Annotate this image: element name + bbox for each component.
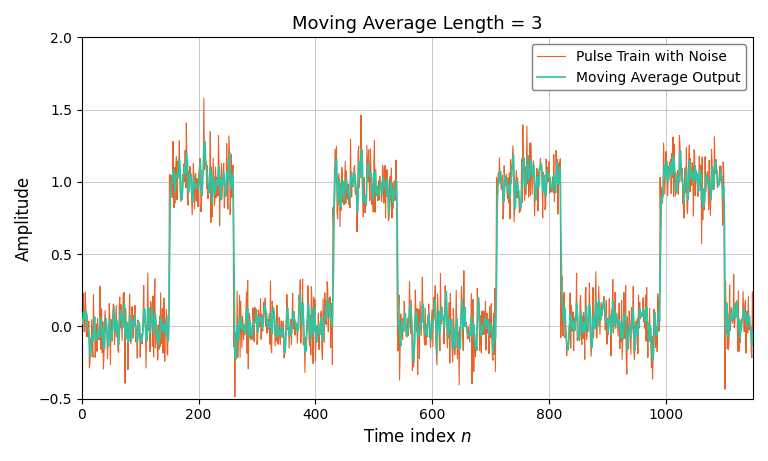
Moving Average Output xyxy=(97,325,106,331)
X-axis label: Time index $n$: Time index $n$ xyxy=(363,428,472,446)
Pulse Train with Noise xyxy=(199,95,208,101)
Moving Average Output xyxy=(200,139,210,144)
Moving Average Output xyxy=(719,186,728,192)
Moving Average Output xyxy=(243,306,253,311)
Line: Moving Average Output: Moving Average Output xyxy=(81,142,753,362)
Moving Average Output xyxy=(365,168,374,173)
Pulse Train with Noise xyxy=(748,342,757,348)
Moving Average Output xyxy=(748,329,757,334)
Pulse Train with Noise xyxy=(194,171,204,177)
Pulse Train with Noise xyxy=(243,366,253,372)
Moving Average Output xyxy=(581,322,590,327)
Title: Moving Average Length = 3: Moving Average Length = 3 xyxy=(292,15,543,33)
Moving Average Output xyxy=(409,359,419,365)
Line: Pulse Train with Noise: Pulse Train with Noise xyxy=(81,98,753,397)
Moving Average Output xyxy=(77,320,86,325)
Pulse Train with Noise xyxy=(719,159,728,165)
Pulse Train with Noise xyxy=(97,306,106,311)
Pulse Train with Noise xyxy=(365,198,374,203)
Y-axis label: Amplitude: Amplitude xyxy=(15,176,33,260)
Legend: Pulse Train with Noise, Moving Average Output: Pulse Train with Noise, Moving Average O… xyxy=(531,44,746,90)
Pulse Train with Noise xyxy=(230,394,240,400)
Pulse Train with Noise xyxy=(581,290,590,296)
Moving Average Output xyxy=(194,184,204,190)
Pulse Train with Noise xyxy=(77,313,86,319)
